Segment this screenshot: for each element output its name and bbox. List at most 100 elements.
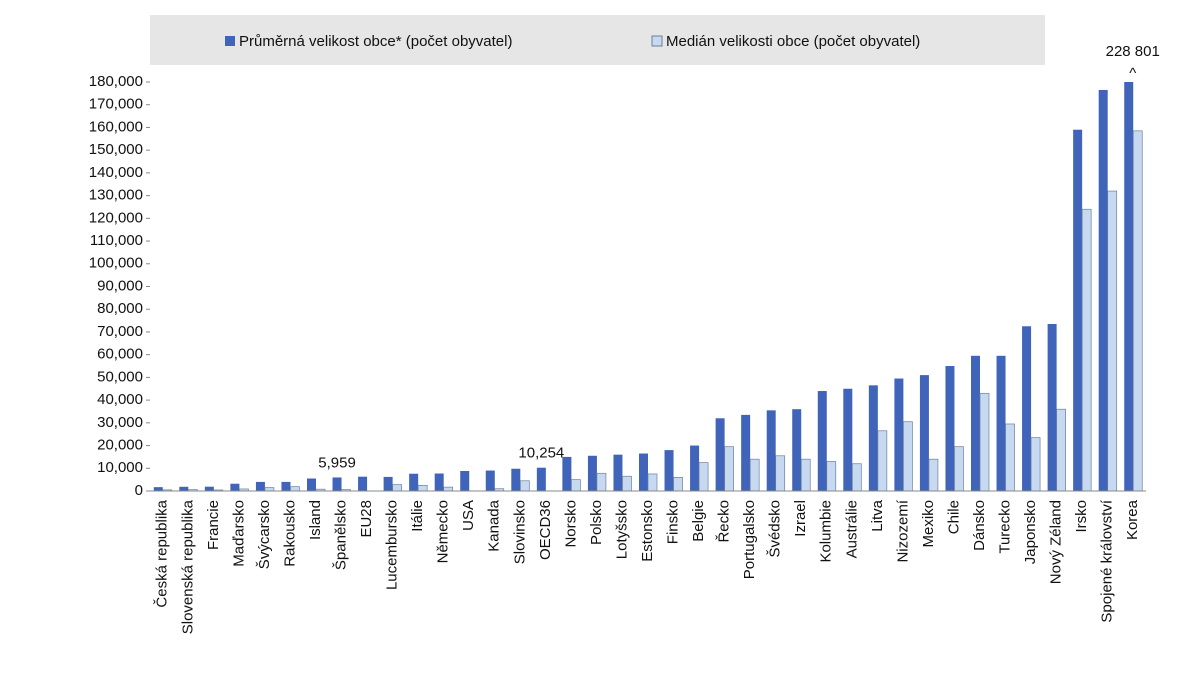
bar [775,455,786,492]
bar [622,475,632,492]
x-tick-label: Švédsko [767,500,784,558]
bar [587,455,597,491]
y-tick-label: 10,000 [97,459,143,476]
bar [434,473,444,491]
x-tick-label: Finsko [665,500,682,544]
bar [1073,129,1083,491]
x-tick-label: Litva [869,499,886,531]
x-tick-label: Norsko [562,500,579,548]
x-tick-label: Řecko [716,500,733,543]
x-tick-label: Dánsko [971,500,988,551]
x-tick-label: Austrálie [843,500,860,558]
bars [153,82,1143,492]
bar [1107,190,1118,492]
x-tick-label: Estonsko [639,500,656,562]
bar [715,418,725,491]
value-label: 5,959 [318,454,356,471]
bar [971,355,980,491]
x-tick-label: EU28 [358,500,375,538]
bar [511,468,521,491]
bar [1005,423,1015,492]
y-tick-label: 30,000 [97,414,143,431]
x-tick-label: Švýcarsko [256,500,273,569]
bar [383,476,393,491]
break-marker: ^ [1129,65,1136,82]
bar [307,478,316,491]
bar [230,483,240,491]
y-tick-label: 120,000 [89,209,143,226]
bar [766,410,776,491]
bar [519,480,530,492]
bar [698,462,709,492]
legend-swatch [225,36,235,46]
legend-swatch [651,35,663,47]
bar [1081,208,1092,492]
x-tick-label: OECD36 [537,500,554,560]
bar [255,481,265,491]
x-tick-label: USA [460,500,477,531]
y-tick-label: 70,000 [97,323,143,340]
bar [792,409,802,491]
x-tick-label: Kanada [486,499,503,551]
y-tick-label: 170,000 [89,96,143,113]
x-tick-label: Irsko [1073,500,1090,533]
bar [358,476,368,491]
bar [460,471,470,491]
value-label: 228 801 [1106,43,1160,60]
x-tick-label: Kolumbie [818,500,835,563]
bar [851,463,862,492]
bar [647,473,658,492]
bar [826,461,837,492]
y-tick-label: 40,000 [97,391,143,408]
bar [817,391,827,491]
bar [877,430,888,492]
bar [741,414,751,491]
value-label: 10,254 [518,445,564,462]
bar [868,385,878,491]
y-tick-label: 110,000 [90,232,143,249]
y-tick-label: 50,000 [97,368,143,385]
y-tick-label: 130,000 [89,187,143,204]
bar [843,388,853,491]
x-tick-label: Nizozemí [894,499,911,562]
x-tick-label: Slovinsko [511,500,528,564]
bar [996,355,1006,491]
bar [571,479,581,492]
bar [596,472,607,492]
y-tick-label: 140,000 [89,164,143,181]
y-tick-label: 180,000 [89,73,143,90]
legend-box [150,15,1045,65]
x-tick-label: Turecko [997,500,1014,554]
bar [290,486,300,492]
bar [945,366,955,491]
y-tick-label: 20,000 [97,437,143,454]
x-tick-label: Francie [205,500,222,550]
bar [153,487,163,491]
bar [485,470,495,491]
bar [724,446,734,492]
y-tick-label: 100,000 [89,255,143,272]
bar [690,445,700,491]
x-tick-label: Spojené království [1099,499,1116,622]
bar [204,486,214,491]
bar [954,446,964,492]
x-tick-label: Chile [945,500,962,534]
x-tick-label: Slovenská republika [179,499,196,634]
x-tick-label: Island [307,500,324,540]
y-tick-label: 0 [135,482,143,499]
bar [979,392,990,492]
x-tick-label: Izrael [792,500,809,537]
bar [903,421,913,492]
y-tick-label: 160,000 [89,118,143,135]
bar [392,484,402,492]
x-tick-label: Polsko [588,500,605,545]
legend-label: Průměrná velikost obce* (počet obyvatel) [239,33,512,50]
bar [1030,437,1041,492]
bar [919,375,929,491]
bar [443,486,454,492]
x-tick-label: Německo [435,500,452,563]
legend-label: Medián velikosti obce (počet obyvatel) [666,33,920,50]
bar [1098,89,1108,492]
x-tick-label: Česká republika [154,499,171,607]
